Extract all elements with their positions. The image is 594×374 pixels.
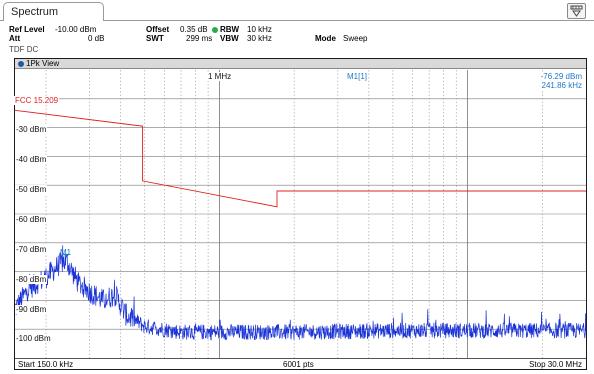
plot-area	[14, 70, 587, 358]
att-value: 0 dB	[88, 34, 105, 43]
marker-readout-frequency: 241.86 kHz	[540, 81, 583, 90]
mode-label: Mode	[315, 34, 336, 43]
tab-label: Spectrum	[11, 6, 59, 18]
marker-readout-level: -76.29 dBm	[539, 72, 583, 81]
rbw-value: 10 kHz	[247, 25, 272, 34]
limit-line	[14, 109, 586, 208]
stop-frequency: Stop 30.0 MHz	[529, 360, 582, 369]
y-tick-label: -40 dBm	[15, 155, 48, 164]
att-label: Att	[9, 34, 21, 43]
y-tick-label: -60 dBm	[15, 215, 48, 224]
spectrum-trace	[14, 245, 587, 341]
start-frequency: Start 150.0 kHz	[18, 360, 74, 369]
y-tick-label: -80 dBm	[15, 275, 48, 284]
diagram-title: 1Pk View	[26, 59, 60, 68]
marker-readout-label: M1[1]	[346, 72, 369, 81]
offset-label: Offset	[146, 25, 170, 34]
diagram-footer: Start 150.0 kHz 6001 pts Stop 30.0 MHz	[15, 358, 586, 369]
trace-group	[14, 245, 587, 341]
y-tick-label: -50 dBm	[15, 185, 48, 194]
limit-line-group	[14, 109, 586, 208]
offset-value: 0.35 dB	[180, 25, 208, 34]
limit-line-label: FCC 15.209	[14, 96, 60, 105]
marker-group	[63, 253, 70, 258]
vbw-label: VBW	[220, 34, 239, 43]
swt-label: SWT	[146, 34, 164, 43]
diagram-title-bar: 1Pk View	[15, 59, 586, 69]
status-dot-icon	[212, 26, 218, 33]
spectrum-diagram[interactable]: 1Pk View -30 dBm -40 dBm -50 dBm -60 dBm…	[14, 58, 587, 370]
display-settings-button[interactable]	[567, 3, 586, 19]
coupling-indicator: TDF DC	[9, 45, 39, 54]
settings-icon	[570, 5, 583, 17]
mode-value: Sweep	[343, 34, 368, 43]
tab-divider	[0, 20, 594, 21]
y-tick-label: -30 dBm	[15, 125, 48, 134]
uncal-indicator	[212, 25, 220, 34]
marker-label-m1: M1	[60, 248, 72, 257]
y-tick-label: -100 dBm	[15, 334, 52, 343]
marker-m1-icon	[63, 253, 70, 258]
rbw-label: RBW	[220, 25, 240, 34]
y-tick-label: -70 dBm	[15, 245, 48, 254]
swt-value: 299 ms	[186, 34, 213, 43]
vbw-value: 30 kHz	[247, 34, 272, 43]
vertical-marker-label: 1 MHz	[207, 72, 233, 81]
y-tick-label: -90 dBm	[15, 305, 48, 314]
ref-level-value: -10.00 dBm	[55, 25, 97, 34]
tab-spectrum[interactable]: Spectrum	[3, 2, 104, 20]
trace-indicator-icon	[18, 60, 24, 67]
ref-level-label: Ref Level	[9, 25, 45, 34]
sweep-points: 6001 pts	[283, 360, 314, 369]
grid	[15, 70, 586, 358]
